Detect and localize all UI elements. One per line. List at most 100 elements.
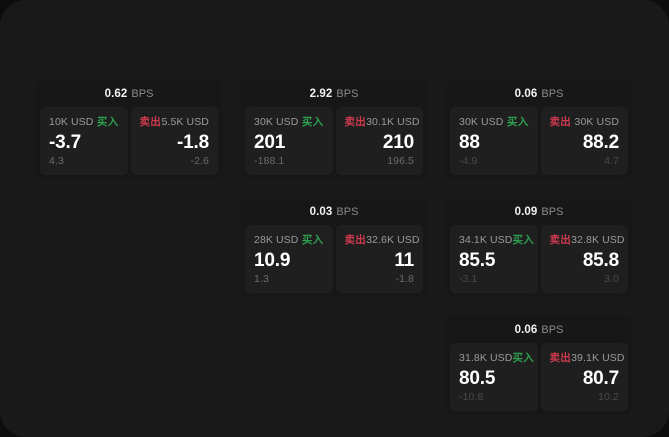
buy-action-label: 买入 — [301, 116, 324, 128]
buy-action-label: 买入 — [96, 116, 119, 128]
buy-price: 88 — [459, 132, 480, 154]
card-body: 28K USD 买入 10.9 1.3 卖出 32.6K USD 11 -1.8 — [241, 225, 427, 297]
card-body: 30K USD 买入 201 -188.1 卖出 30.1K USD 210 1… — [241, 107, 427, 179]
sell-size-label: 39.1K USD — [571, 351, 625, 364]
buy-action-label: 买入 — [512, 352, 535, 364]
sell-panel[interactable]: 卖出 39.1K USD 80.7 10.2 — [540, 343, 628, 411]
quote-column-1: 0.62 BPS 10K USD 买入 -3.7 4.3 卖出 — [36, 80, 222, 179]
sell-price: 88.2 — [582, 132, 619, 154]
card-header: 0.06 BPS — [446, 80, 632, 107]
card-body: 31.8K USD 买入 80.5 -10.8 卖出 39.1K USD 80.… — [446, 343, 632, 415]
sell-action-label: 卖出 — [139, 116, 162, 128]
card-body: 10K USD 买入 -3.7 4.3 卖出 5.5K USD -1.8 -2.… — [36, 107, 222, 179]
buy-panel-top: 10K USD 买入 — [49, 115, 119, 129]
buy-panel[interactable]: 34.1K USD 买入 85.5 -3.1 — [450, 225, 538, 293]
sell-sub-value: 4.7 — [604, 154, 619, 167]
sell-panel-top: 卖出 5.5K USD — [139, 115, 210, 129]
sell-sub-value: -2.6 — [190, 154, 209, 167]
buy-panel[interactable]: 31.8K USD 买入 80.5 -10.8 — [450, 343, 538, 411]
buy-panel-top: 34.1K USD 买入 — [459, 233, 534, 247]
sell-sub-value: -1.8 — [395, 272, 414, 285]
buy-price: 201 — [254, 132, 286, 154]
buy-size-label: 31.8K USD — [459, 351, 513, 364]
card-body: 34.1K USD 买入 85.5 -3.1 卖出 32.8K USD 85.8… — [446, 225, 632, 297]
quote-card[interactable]: 0.09 BPS 34.1K USD 买入 85.5 -3.1 卖出 — [446, 198, 632, 297]
sell-action-label: 卖出 — [549, 116, 572, 128]
buy-panel-top: 30K USD 买入 — [254, 115, 324, 129]
buy-panel-top: 31.8K USD 买入 — [459, 351, 534, 365]
buy-price: 10.9 — [254, 250, 291, 272]
quote-card[interactable]: 0.62 BPS 10K USD 买入 -3.7 4.3 卖出 — [36, 80, 222, 179]
buy-sub-value: 4.3 — [49, 154, 64, 167]
bps-value: 0.06 — [514, 323, 538, 336]
sell-price: -1.8 — [177, 132, 209, 154]
sell-action-label: 卖出 — [549, 234, 572, 246]
sell-size-label: 32.6K USD — [366, 233, 420, 246]
sell-action-label: 卖出 — [344, 116, 367, 128]
sell-price: 210 — [382, 132, 414, 154]
sell-size-label: 30.1K USD — [366, 115, 420, 128]
sell-sub-value: 196.5 — [387, 154, 414, 167]
quote-card[interactable]: 2.92 BPS 30K USD 买入 201 -188.1 卖出 — [241, 80, 427, 179]
buy-sub-value: -188.1 — [254, 154, 285, 167]
buy-size-label: 10K USD — [49, 115, 94, 128]
quote-card[interactable]: 0.03 BPS 28K USD 买入 10.9 1.3 卖出 — [241, 198, 427, 297]
bps-unit: BPS — [541, 323, 564, 336]
bps-value: 0.62 — [104, 87, 128, 100]
sell-panel-top: 卖出 32.8K USD — [549, 233, 625, 247]
sell-action-label: 卖出 — [344, 234, 367, 246]
buy-size-label: 30K USD — [254, 115, 299, 128]
sell-size-label: 32.8K USD — [571, 233, 625, 246]
buy-panel-top: 30K USD 买入 — [459, 115, 529, 129]
buy-price: -3.7 — [49, 132, 81, 154]
buy-panel-top: 28K USD 买入 — [254, 233, 324, 247]
quote-card[interactable]: 0.06 BPS 31.8K USD 买入 80.5 -10.8 卖 — [446, 316, 632, 415]
sell-panel-top: 卖出 30K USD — [549, 115, 620, 129]
buy-size-label: 28K USD — [254, 233, 299, 246]
sell-panel[interactable]: 卖出 32.8K USD 85.8 3.0 — [540, 225, 628, 293]
sell-size-label: 5.5K USD — [161, 115, 209, 128]
card-header: 0.03 BPS — [241, 198, 427, 225]
bps-unit: BPS — [541, 87, 564, 100]
sell-panel[interactable]: 卖出 30K USD 88.2 4.7 — [540, 107, 628, 175]
buy-sub-value: -3.1 — [459, 272, 478, 285]
buy-price: 85.5 — [459, 250, 496, 272]
bps-value: 0.06 — [514, 87, 538, 100]
buy-action-label: 买入 — [301, 234, 324, 246]
sell-sub-value: 10.2 — [598, 390, 619, 403]
buy-size-label: 34.1K USD — [459, 233, 513, 246]
sell-size-label: 30K USD — [574, 115, 619, 128]
bps-value: 2.92 — [309, 87, 333, 100]
buy-action-label: 买入 — [506, 116, 529, 128]
sell-price: 11 — [394, 250, 414, 272]
buy-size-label: 30K USD — [459, 115, 504, 128]
card-body: 30K USD 买入 88 -4.9 卖出 30K USD 88.2 4.7 — [446, 107, 632, 179]
sell-panel-top: 卖出 32.6K USD — [344, 233, 420, 247]
card-header: 0.06 BPS — [446, 316, 632, 343]
buy-panel[interactable]: 28K USD 买入 10.9 1.3 — [245, 225, 333, 293]
buy-panel[interactable]: 10K USD 买入 -3.7 4.3 — [40, 107, 128, 175]
buy-panel[interactable]: 30K USD 买入 201 -188.1 — [245, 107, 333, 175]
bps-unit: BPS — [336, 205, 359, 218]
bps-unit: BPS — [336, 87, 359, 100]
quote-board: 0.62 BPS 10K USD 买入 -3.7 4.3 卖出 — [36, 80, 633, 415]
quote-card[interactable]: 0.06 BPS 30K USD 买入 88 -4.9 卖出 — [446, 80, 632, 179]
bps-value: 0.09 — [514, 205, 538, 218]
buy-sub-value: -10.8 — [459, 390, 484, 403]
buy-panel[interactable]: 30K USD 买入 88 -4.9 — [450, 107, 538, 175]
bps-unit: BPS — [131, 87, 154, 100]
sell-price: 80.7 — [582, 368, 619, 390]
sell-panel[interactable]: 卖出 30.1K USD 210 196.5 — [335, 107, 423, 175]
card-header: 0.62 BPS — [36, 80, 222, 107]
quote-column-2: 2.92 BPS 30K USD 买入 201 -188.1 卖出 — [241, 80, 427, 297]
buy-sub-value: -4.9 — [459, 154, 478, 167]
sell-panel-top: 卖出 39.1K USD — [550, 351, 625, 365]
buy-sub-value: 1.3 — [254, 272, 269, 285]
bps-unit: BPS — [541, 205, 564, 218]
bps-value: 0.03 — [309, 205, 333, 218]
sell-panel[interactable]: 卖出 5.5K USD -1.8 -2.6 — [130, 107, 218, 175]
buy-action-label: 买入 — [512, 234, 535, 246]
quote-column-3: 0.06 BPS 30K USD 买入 88 -4.9 卖出 — [446, 80, 632, 415]
sell-panel[interactable]: 卖出 32.6K USD 11 -1.8 — [335, 225, 423, 293]
